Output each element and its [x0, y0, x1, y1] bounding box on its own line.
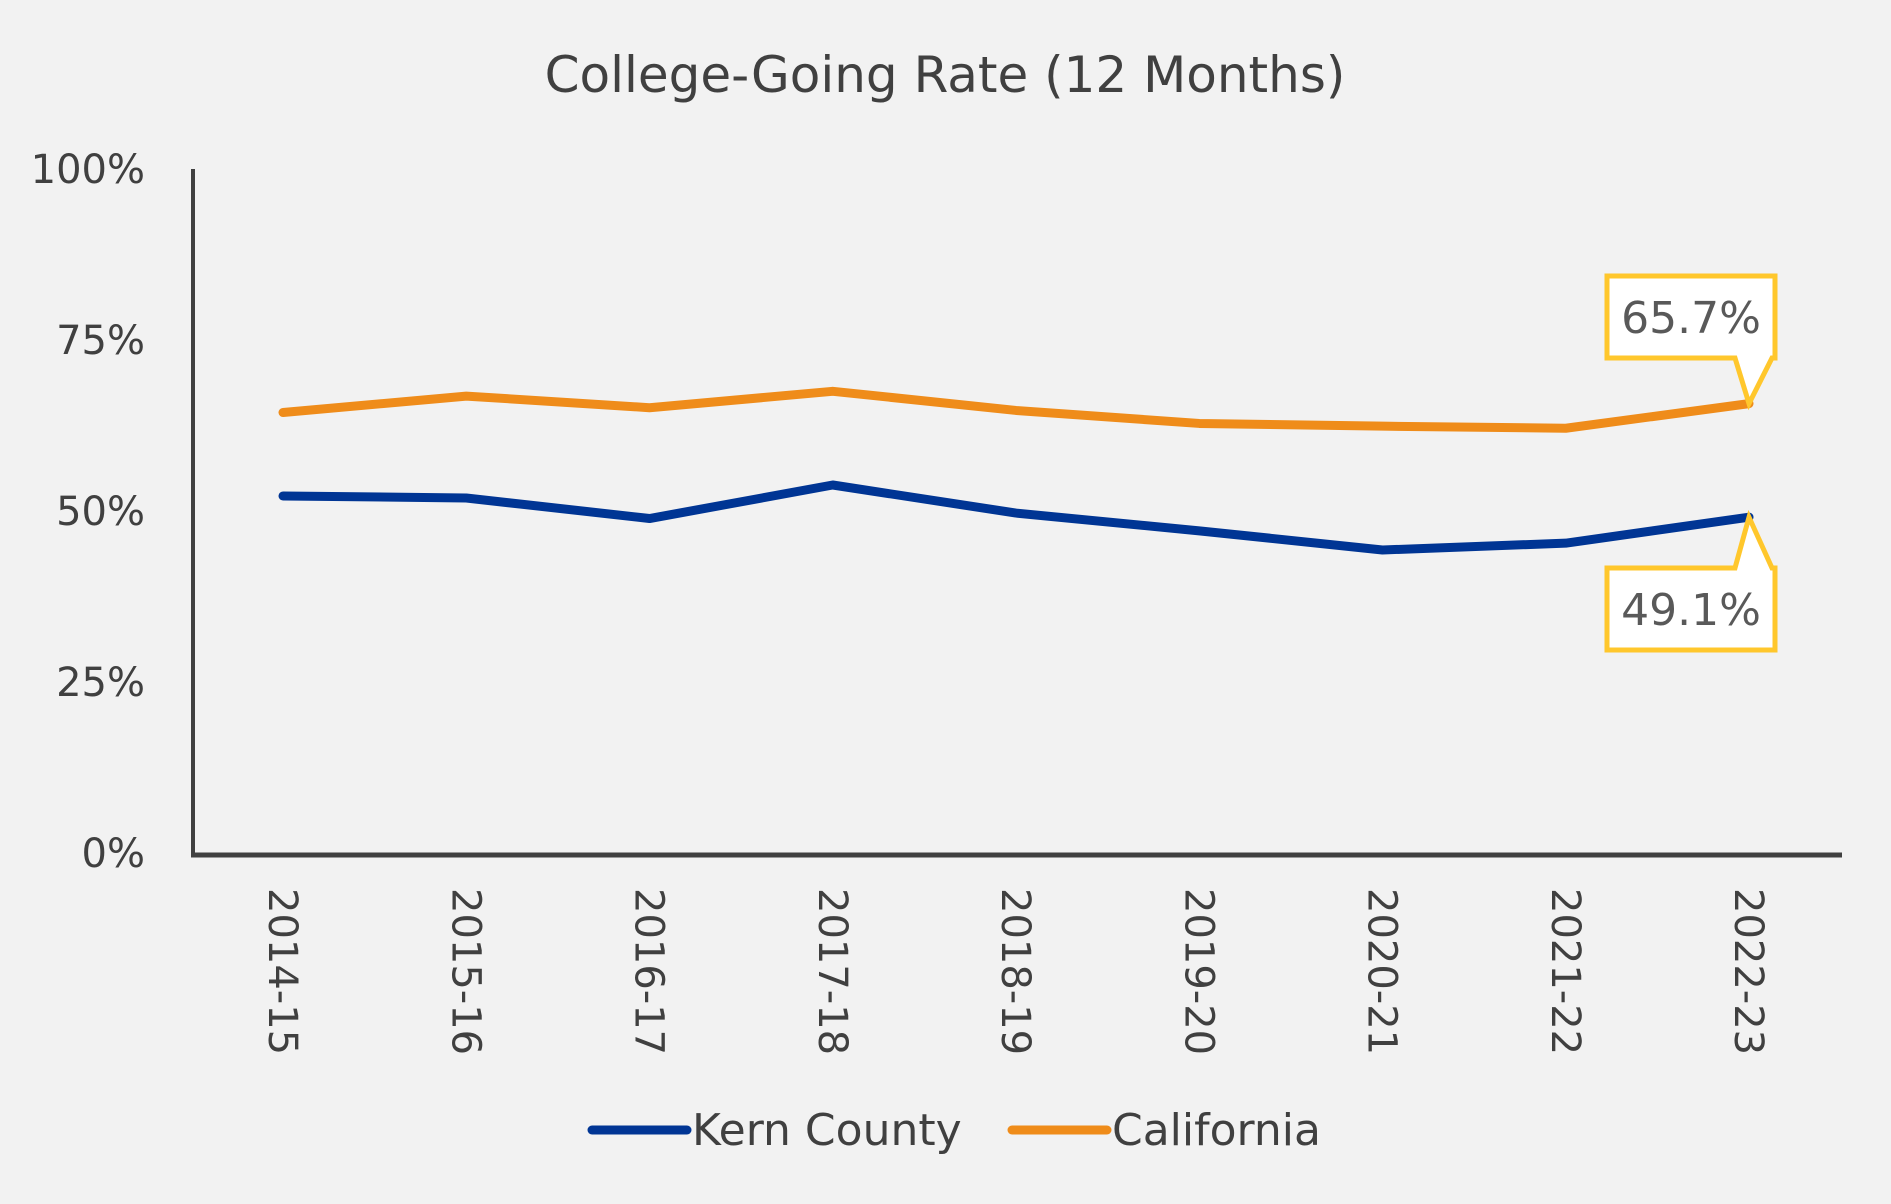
x-tick-label: 2016-17 [626, 888, 672, 1055]
chart-title: College-Going Rate (12 Months) [545, 46, 1346, 104]
x-tick-label: 2014-15 [259, 888, 305, 1055]
series-line-0 [278, 480, 1754, 555]
x-tick-label: 2015-16 [442, 888, 488, 1055]
y-tick-label: 100% [31, 147, 145, 193]
x-tick-label: 2017-18 [809, 888, 855, 1055]
y-tick-label: 75% [56, 318, 145, 364]
x-tick-label: 2022-23 [1725, 888, 1771, 1055]
x-tick-label: 2019-20 [1175, 888, 1221, 1055]
legend-label: Kern County [692, 1105, 962, 1156]
callout-label: 65.7% [1621, 293, 1761, 344]
series-line-1 [278, 386, 1754, 433]
callout-label: 49.1% [1621, 585, 1761, 636]
x-tick-label: 2018-19 [992, 888, 1038, 1055]
y-tick-label: 50% [56, 489, 145, 535]
y-tick-label: 25% [56, 660, 145, 706]
callout-box [1604, 509, 1778, 653]
legend-label: California [1112, 1105, 1321, 1156]
x-tick-label: 2021-22 [1542, 888, 1588, 1055]
x-tick-label: 2020-21 [1359, 888, 1405, 1055]
callout-box [1604, 273, 1778, 411]
y-tick-label: 0% [82, 831, 145, 877]
